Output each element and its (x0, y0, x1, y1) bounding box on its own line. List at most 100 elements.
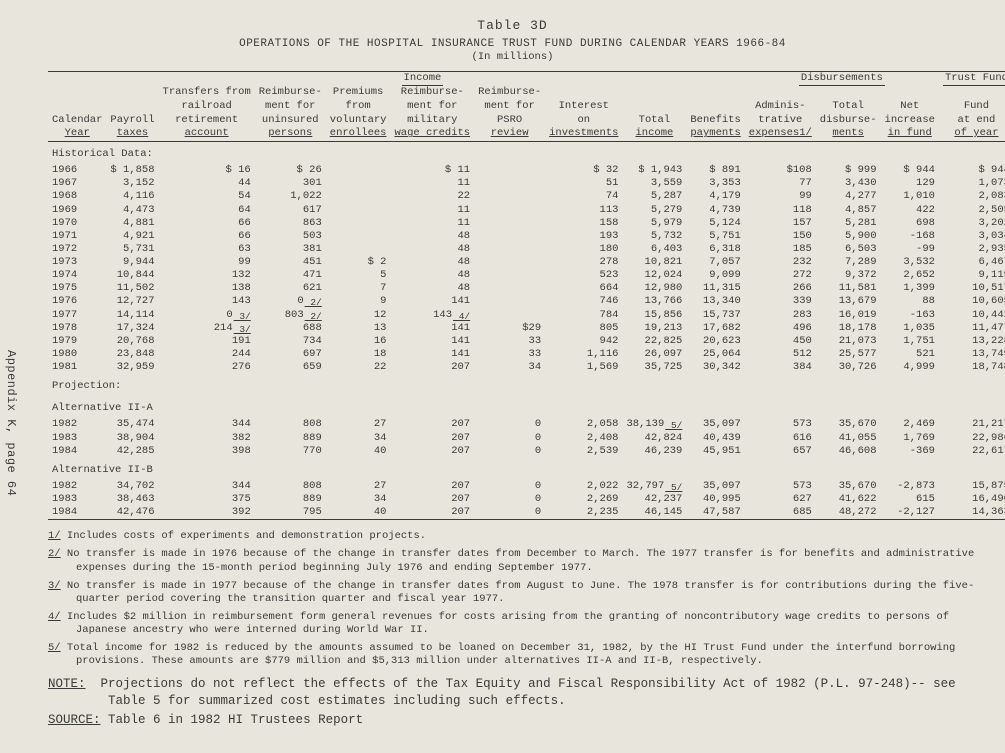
footnotes: 1/ Includes costs of experiments and dem… (48, 530, 977, 668)
cell-psro: 33 (474, 348, 545, 361)
cell-benefits: 11,315 (686, 282, 744, 295)
cell-total_inc: 3,559 (622, 177, 686, 190)
section-proj: Projection: (48, 374, 1005, 396)
cell-interest: 784 (545, 309, 622, 322)
cell-total_disb: 25,577 (816, 348, 881, 361)
cell-premiums: 34 (326, 432, 391, 445)
cell-psro (474, 256, 545, 269)
cell-benefits: 15,737 (686, 309, 744, 322)
cell-admin: 627 (745, 493, 816, 506)
cell-payroll: 11,502 (106, 282, 158, 295)
cell-fund: 16,490 (939, 493, 1005, 506)
cell-payroll: 42,285 (106, 445, 158, 458)
table-row: 198442,2853987704020702,53946,23945,9516… (48, 445, 1005, 458)
cell-total_disb: 7,289 (816, 256, 881, 269)
cell-premiums: 12 (326, 309, 391, 322)
table-row: 19704,88166863111585,9795,1241575,281698… (48, 217, 1005, 230)
cell-admin: 450 (745, 335, 816, 348)
cell-net: 1,751 (881, 335, 939, 348)
cell-benefits: 40,995 (686, 493, 744, 506)
cell-total_inc: 10,821 (622, 256, 686, 269)
cell-interest: 942 (545, 335, 622, 348)
cell-premiums (326, 177, 391, 190)
cell-total_disb: 18,178 (816, 322, 881, 335)
cell-psro: 34 (474, 361, 545, 374)
cell-uninsured: $ 26 (255, 164, 326, 177)
col-rr: Transfers fromrailroadretirementaccount (159, 86, 255, 141)
cell-premiums (326, 164, 391, 177)
notes-block: NOTE: Projections do not reflect the eff… (48, 676, 977, 728)
table-row: 198132,95927665922207341,56935,72530,342… (48, 361, 1005, 374)
table-row: 197612,7271430 2/914174613,76613,3403391… (48, 295, 1005, 308)
cell-total_inc: 42,824 (622, 432, 686, 445)
cell-total_disb: 35,670 (816, 480, 881, 493)
cell-total_disb: 3,430 (816, 177, 881, 190)
table-row: 19694,47364617111135,2794,7391184,857422… (48, 204, 1005, 217)
cell-year: 1967 (48, 177, 106, 190)
cell-premiums (326, 190, 391, 203)
cell-total_disb: 41,055 (816, 432, 881, 445)
cell-psro (474, 295, 545, 308)
cell-benefits: 7,057 (686, 256, 744, 269)
cell-total_inc: 35,725 (622, 361, 686, 374)
cell-year: 1980 (48, 348, 106, 361)
cell-total_inc: 22,825 (622, 335, 686, 348)
cell-uninsured: 471 (255, 269, 326, 282)
cell-interest: 74 (545, 190, 622, 203)
cell-net: 615 (881, 493, 939, 506)
cell-net: 1,035 (881, 322, 939, 335)
cell-admin: 157 (745, 217, 816, 230)
cell-military: 48 (390, 256, 474, 269)
cell-interest: 180 (545, 243, 622, 256)
cell-net: -168 (881, 230, 939, 243)
cell-total_disb: 5,281 (816, 217, 881, 230)
cell-admin: 657 (745, 445, 816, 458)
table-row: 198338,9043828893420702,40842,82440,4396… (48, 432, 1005, 445)
cell-psro (474, 177, 545, 190)
cell-benefits: 3,353 (686, 177, 744, 190)
cell-admin: 232 (745, 256, 816, 269)
cell-year: 1975 (48, 282, 106, 295)
cell-fund: 11,477 (939, 322, 1005, 335)
footnote: 4/ Includes $2 million in reimbursement … (48, 611, 977, 637)
cell-rr: 276 (159, 361, 255, 374)
cell-total_inc: 5,279 (622, 204, 686, 217)
cell-admin: 573 (745, 480, 816, 493)
table-row: 198442,4763927954020702,23546,14547,5876… (48, 506, 1005, 520)
col-payroll: Payrolltaxes (106, 86, 158, 141)
cell-benefits: 40,439 (686, 432, 744, 445)
cell-year: 1966 (48, 164, 106, 177)
cell-military: 141 (390, 335, 474, 348)
cell-uninsured: 1,022 (255, 190, 326, 203)
cell-rr: 66 (159, 230, 255, 243)
cell-psro (474, 230, 545, 243)
cell-uninsured: 621 (255, 282, 326, 295)
cell-admin: 272 (745, 269, 816, 282)
inline-footnote: 4/ (452, 311, 470, 322)
cell-total_disb: 46,608 (816, 445, 881, 458)
cell-total_disb: $ 999 (816, 164, 881, 177)
cell-year: 1970 (48, 217, 106, 230)
cell-net: 4,999 (881, 361, 939, 374)
cell-premiums: 16 (326, 335, 391, 348)
cell-military: 207 (390, 506, 474, 520)
cell-military: 207 (390, 493, 474, 506)
cell-year: 1984 (48, 445, 106, 458)
cell-fund: 2,083 (939, 190, 1005, 203)
cell-fund: 2,505 (939, 204, 1005, 217)
inline-footnote: 5/ (664, 482, 682, 493)
cell-admin: 384 (745, 361, 816, 374)
cell-military: 207 (390, 418, 474, 431)
cell-total_disb: 9,372 (816, 269, 881, 282)
group-income: Income (402, 72, 444, 87)
group-trust-fund: Trust Fund (943, 72, 1005, 87)
cell-military: 48 (390, 230, 474, 243)
cell-uninsured: 795 (255, 506, 326, 520)
cell-admin: 185 (745, 243, 816, 256)
cell-benefits: 13,340 (686, 295, 744, 308)
table-row: 197920,768191734161413394222,82520,62345… (48, 335, 1005, 348)
cell-psro: 0 (474, 493, 545, 506)
cell-benefits: 5,124 (686, 217, 744, 230)
cell-net: 3,532 (881, 256, 939, 269)
table-row: 19725,73163381481806,4036,3181856,503-99… (48, 243, 1005, 256)
